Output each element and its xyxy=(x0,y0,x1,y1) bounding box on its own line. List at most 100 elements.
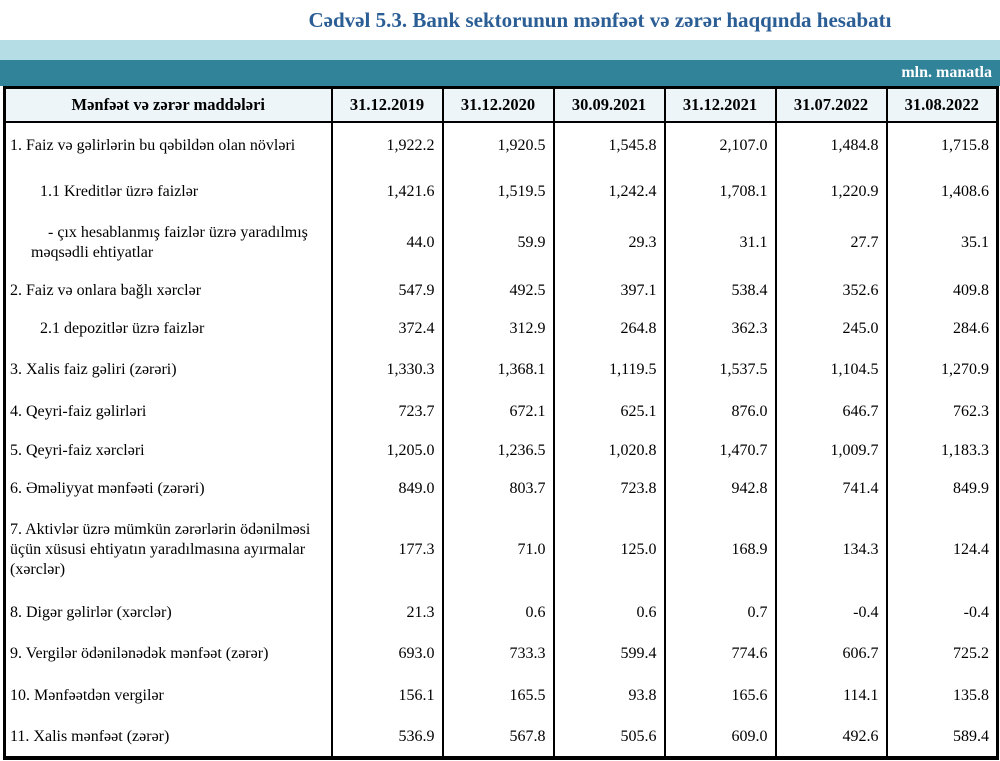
cell-value: 156.1 xyxy=(330,674,444,718)
cell-value: 1,119.5 xyxy=(552,347,666,393)
table-row: 2.1 depozitlər üzrə faizlər 372.4 312.9 264… xyxy=(3,309,999,348)
cell-value: 0.7 xyxy=(663,592,777,633)
cell-value: 693.0 xyxy=(330,632,444,675)
table-unit-band: mln. manatla xyxy=(0,60,1000,86)
row-label: 2.1 depozitlər üzrə faizlər xyxy=(3,309,333,348)
table-row: - çıx hesablanmış faizlər üzrə yaradılmı… xyxy=(3,213,999,272)
header-row: Mənfəət və zərər maddələri 31.12.2019 31… xyxy=(3,86,999,123)
row-label: 7. Aktivlər üzrə mümkün zərərlərin ödəni… xyxy=(3,507,333,593)
cell-value: 1,708.1 xyxy=(663,169,777,214)
cell-value: 547.9 xyxy=(330,271,444,310)
row-label: 3. Xalis faiz gəliri (zərəri) xyxy=(3,347,333,393)
table-row: 7. Aktivlər üzrə mümkün zərərlərin ödəni… xyxy=(3,507,999,593)
cell-value: 27.7 xyxy=(774,213,888,272)
cell-value: 741.4 xyxy=(774,470,888,508)
cell-value: 646.7 xyxy=(774,392,888,431)
cell-value: 35.1 xyxy=(885,213,999,272)
cell-value: 1,104.5 xyxy=(774,347,888,393)
row-label: 6. Əməliyyat mənfəəti (zərəri) xyxy=(3,470,333,508)
cell-value: -0.4 xyxy=(774,592,888,633)
cell-value: 589.4 xyxy=(885,717,999,758)
cell-value: 124.4 xyxy=(885,507,999,593)
cell-value: 1,408.6 xyxy=(885,169,999,214)
cell-value: 567.8 xyxy=(441,717,555,758)
profit-loss-table: Mənfəət və zərər maddələri 31.12.2019 31… xyxy=(3,86,999,760)
cell-value: 1,470.7 xyxy=(663,430,777,471)
cell-value: 409.8 xyxy=(885,271,999,310)
cell-value: 606.7 xyxy=(774,632,888,675)
column-header-date: 30.09.2021 xyxy=(552,86,666,123)
row-label: 2. Faiz və onlara bağlı xərclər xyxy=(3,271,333,310)
table-row: 11. Xalis mənfəət (zərər) 536.9 567.8 505.6… xyxy=(3,717,999,758)
table-row: 2. Faiz və onlara bağlı xərclər 547.9 492.… xyxy=(3,271,999,310)
row-label: 11. Xalis mənfəət (zərər) xyxy=(3,717,333,758)
cell-value: 942.8 xyxy=(663,470,777,508)
cell-value: 135.8 xyxy=(885,674,999,718)
cell-value: 492.6 xyxy=(774,717,888,758)
table-body: 1. Faiz və gəlirlərin bu qəbildən olan n… xyxy=(3,121,999,758)
cell-value: 1,484.8 xyxy=(774,121,888,170)
row-label: 4. Qeyri-faiz gəlirləri xyxy=(3,392,333,431)
cell-value: 165.5 xyxy=(441,674,555,718)
cell-value: 177.3 xyxy=(330,507,444,593)
cell-value: 165.6 xyxy=(663,674,777,718)
cell-value: 362.3 xyxy=(663,309,777,348)
table-row: 10. Mənfəətdən vergilər 156.1 165.5 93.8 165… xyxy=(3,674,999,718)
cell-value: 1,922.2 xyxy=(330,121,444,170)
cell-value: 492.5 xyxy=(441,271,555,310)
cell-value: 125.0 xyxy=(552,507,666,593)
table-row: 8. Digər gəlirlər (xərclər) 21.3 0.6 0.6 0.7… xyxy=(3,592,999,633)
cell-value: 1,537.5 xyxy=(663,347,777,393)
column-header-items: Mənfəət və zərər maddələri xyxy=(3,86,333,123)
unit-label: mln. manatla xyxy=(901,64,992,81)
cell-value: 245.0 xyxy=(774,309,888,348)
cell-value: 1,330.3 xyxy=(330,347,444,393)
cell-value: 93.8 xyxy=(552,674,666,718)
cell-value: 71.0 xyxy=(441,507,555,593)
cell-value: 1,009.7 xyxy=(774,430,888,471)
cell-value: 723.8 xyxy=(552,470,666,508)
cell-value: 599.4 xyxy=(552,632,666,675)
row-label: 1.1 Kreditlər üzrə faizlər xyxy=(3,169,333,214)
column-header-date: 31.08.2022 xyxy=(885,86,999,123)
cell-value: 134.3 xyxy=(774,507,888,593)
cell-value: 312.9 xyxy=(441,309,555,348)
cell-value: 21.3 xyxy=(330,592,444,633)
table-header: Mənfəət və zərər maddələri 31.12.2019 31… xyxy=(3,86,999,123)
cell-value: 352.6 xyxy=(774,271,888,310)
column-header-date: 31.12.2019 xyxy=(330,86,444,123)
cell-value: 0.6 xyxy=(552,592,666,633)
cell-value: 609.0 xyxy=(663,717,777,758)
cell-value: 803.7 xyxy=(441,470,555,508)
row-label: 8. Digər gəlirlər (xərclər) xyxy=(3,592,333,633)
cell-value: 849.0 xyxy=(330,470,444,508)
cell-value: 725.2 xyxy=(885,632,999,675)
cell-value: 284.6 xyxy=(885,309,999,348)
cell-value: 505.6 xyxy=(552,717,666,758)
column-header-date: 31.12.2021 xyxy=(663,86,777,123)
cell-value: 774.6 xyxy=(663,632,777,675)
cell-value: 1,020.8 xyxy=(552,430,666,471)
cell-value: 0.6 xyxy=(441,592,555,633)
table-row: 4. Qeyri-faiz gəlirləri 723.7 672.1 625.1 87… xyxy=(3,392,999,431)
table-row: 1. Faiz və gəlirlərin bu qəbildən olan n… xyxy=(3,121,999,170)
cell-value: 672.1 xyxy=(441,392,555,431)
cell-value: 723.7 xyxy=(330,392,444,431)
cell-value: 29.3 xyxy=(552,213,666,272)
table-row: 3. Xalis faiz gəliri (zərəri) 1,330.3 1,36… xyxy=(3,347,999,393)
table-row: 5. Qeyri-faiz xərcləri 1,205.0 1,236.5 1,02… xyxy=(3,430,999,471)
cell-value: 1,220.9 xyxy=(774,169,888,214)
cell-value: 536.9 xyxy=(330,717,444,758)
cell-value: 849.9 xyxy=(885,470,999,508)
cell-value: 2,107.0 xyxy=(663,121,777,170)
table-row: 1.1 Kreditlər üzrə faizlər 1,421.6 1,519.5… xyxy=(3,169,999,214)
cell-value: -0.4 xyxy=(885,592,999,633)
cell-value: 1,270.9 xyxy=(885,347,999,393)
cell-value: 1,368.1 xyxy=(441,347,555,393)
cell-value: 1,421.6 xyxy=(330,169,444,214)
cell-value: 59.9 xyxy=(441,213,555,272)
cell-value: 625.1 xyxy=(552,392,666,431)
row-label: 10. Mənfəətdən vergilər xyxy=(3,674,333,718)
cell-value: 1,236.5 xyxy=(441,430,555,471)
table-row: 9. Vergilər ödənilənədək mənfəət (zərər)… xyxy=(3,632,999,675)
